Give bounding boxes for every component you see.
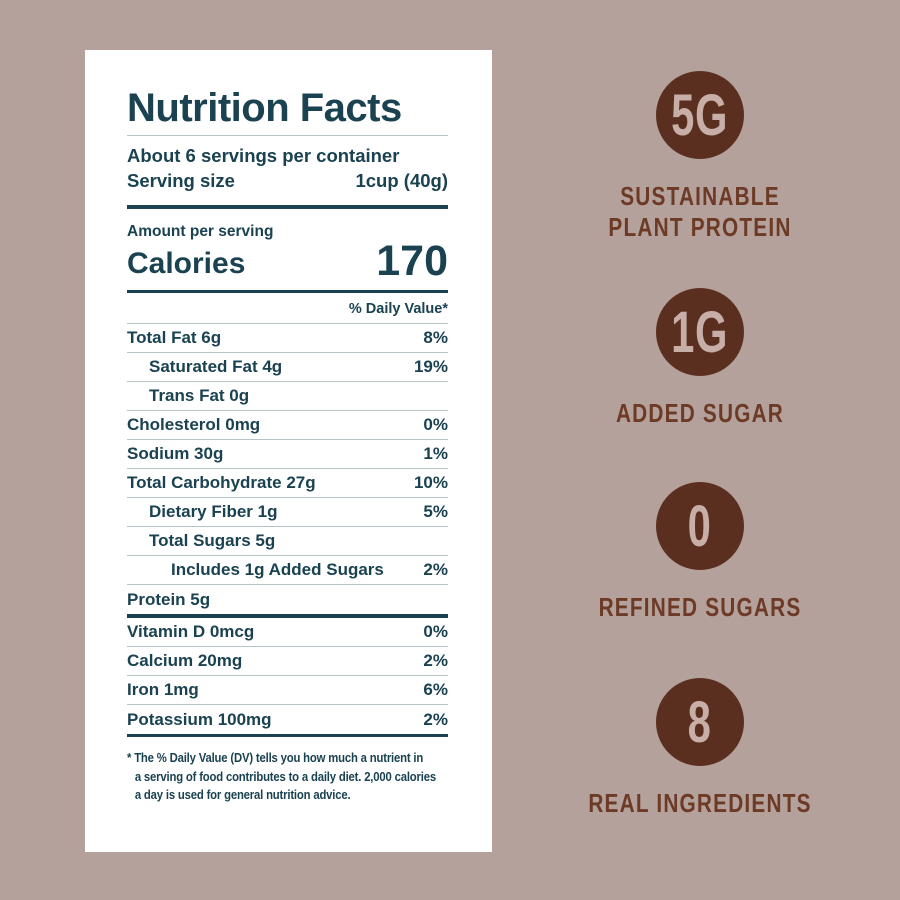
- refined-sugars-badge-circle: 0: [656, 482, 744, 570]
- callout-refined-sugars: 0 REFINED SUGARS: [540, 482, 860, 623]
- callout-label-line: REAL INGREDIENTS: [588, 788, 812, 818]
- callout-label-line: PLANT PROTEIN: [608, 212, 792, 242]
- nutrient-row: Saturated Fat 4g 19%: [127, 353, 448, 382]
- nutrient-row: Sodium 30g 1%: [127, 440, 448, 469]
- divider: [127, 135, 448, 136]
- vitamin-name: Calcium 20mg: [127, 651, 243, 670]
- badge-value: 8: [688, 689, 712, 755]
- daily-value-footnote: * The % Daily Value (DV) tells you how m…: [127, 749, 448, 805]
- thick-divider: [127, 614, 448, 618]
- vitamin-row: Iron 1mg 6%: [127, 676, 448, 705]
- nutrient-name: Dietary Fiber 1g: [149, 502, 278, 521]
- vitamin-daily-value: 0%: [423, 622, 448, 641]
- vitamin-row: Potassium 100mg 2%: [127, 705, 448, 734]
- nutrient-name: Cholesterol 0mg: [127, 415, 261, 434]
- nutrient-row: Dietary Fiber 1g 5%: [127, 498, 448, 527]
- serving-size-value: 1cup (40g): [355, 170, 448, 191]
- nutrient-rows: Total Fat 6g 8% Saturated Fat 4g 19% Tra…: [127, 324, 448, 614]
- nutrient-daily-value: 2%: [423, 560, 448, 579]
- benefit-callouts-column: 5G SUSTAINABLE PLANT PROTEIN 1G ADDED SU…: [540, 0, 860, 900]
- nutrient-name: Saturated Fat 4g: [149, 357, 283, 376]
- nutrient-row: Total Sugars 5g: [127, 527, 448, 556]
- vitamin-row: Calcium 20mg 2%: [127, 647, 448, 676]
- nutrient-daily-value: 1%: [423, 444, 448, 463]
- serving-size-label: Serving size: [127, 170, 235, 191]
- callout-label-line: REFINED SUGARS: [598, 592, 802, 622]
- thick-divider: [127, 734, 448, 737]
- callout-real-ingredients: 8 REAL INGREDIENTS: [540, 678, 860, 819]
- nutrient-name: Trans Fat 0g: [149, 386, 250, 405]
- callout-label-line: ADDED SUGAR: [615, 398, 785, 428]
- nutrition-facts-label: Nutrition Facts About 6 servings per con…: [85, 50, 492, 852]
- footnote-line: a day is used for general nutrition advi…: [134, 787, 351, 802]
- nutrient-name: Sodium 30g: [127, 444, 224, 463]
- nutrient-row: Cholesterol 0mg 0%: [127, 411, 448, 440]
- calories-row: Calories 170: [127, 237, 448, 285]
- added-sugar-badge-circle: 1G: [656, 288, 744, 376]
- nutrient-row: Protein 5g: [127, 585, 448, 614]
- amount-per-serving-label: Amount per serving: [127, 223, 274, 240]
- serving-size-row: Serving size 1cup (40g): [127, 168, 448, 193]
- callout-label: REAL INGREDIENTS: [572, 788, 828, 819]
- nutrient-name: Total Sugars 5g: [149, 531, 276, 550]
- label-title: Nutrition Facts: [127, 86, 402, 130]
- callout-added-sugar: 1G ADDED SUGAR: [540, 288, 860, 429]
- nutrient-name: Total Fat 6g: [127, 328, 222, 347]
- callout-label: SUSTAINABLE PLANT PROTEIN: [572, 181, 828, 243]
- nutrient-daily-value: 0%: [423, 415, 448, 434]
- vitamin-daily-value: 6%: [423, 680, 448, 699]
- thick-divider: [127, 205, 448, 209]
- vitamin-daily-value: 2%: [423, 651, 448, 670]
- badge-value: 1G: [671, 299, 729, 365]
- nutrient-name: Total Carbohydrate 27g: [127, 473, 316, 492]
- callout-label: REFINED SUGARS: [572, 592, 828, 623]
- vitamin-row: Vitamin D 0mcg 0%: [127, 618, 448, 647]
- nutrient-daily-value: 19%: [413, 357, 448, 376]
- footnote-line: * The % Daily Value (DV) tells you how m…: [127, 750, 424, 765]
- callout-label-line: SUSTAINABLE: [620, 181, 780, 211]
- daily-value-header: % Daily Value*: [127, 293, 448, 324]
- vitamin-name: Iron 1mg: [127, 680, 199, 699]
- badge-value: 5G: [671, 82, 729, 148]
- nutrient-daily-value: 8%: [423, 328, 448, 347]
- vitamin-name: Potassium 100mg: [127, 709, 272, 729]
- vitamin-daily-value: 2%: [423, 709, 448, 729]
- nutrient-row: Total Carbohydrate 27g 10%: [127, 469, 448, 498]
- nutrient-daily-value: 10%: [413, 473, 448, 492]
- protein-badge-circle: 5G: [656, 71, 744, 159]
- callout-plant-protein: 5G SUSTAINABLE PLANT PROTEIN: [540, 71, 860, 243]
- vitamin-name: Vitamin D 0mcg: [127, 622, 255, 641]
- thick-divider: [127, 290, 448, 293]
- calories-label: Calories: [127, 247, 246, 280]
- nutrient-name: Protein 5g: [127, 589, 211, 609]
- nutrient-name: Includes 1g Added Sugars: [171, 560, 384, 579]
- footnote-line: a serving of food contributes to a daily…: [134, 768, 436, 784]
- nutrient-row: Trans Fat 0g: [127, 382, 448, 411]
- calories-value: 170: [376, 237, 448, 285]
- badge-value: 0: [688, 493, 712, 559]
- nutrient-row: Total Fat 6g 8%: [127, 324, 448, 353]
- real-ingredients-badge-circle: 8: [656, 678, 744, 766]
- nutrient-daily-value: 5%: [423, 502, 448, 521]
- nutrient-row: Includes 1g Added Sugars 2%: [127, 556, 448, 585]
- servings-per-container: About 6 servings per container: [127, 145, 400, 166]
- vitamin-rows: Vitamin D 0mcg 0% Calcium 20mg 2% Iron 1…: [127, 618, 448, 734]
- callout-label: ADDED SUGAR: [572, 398, 828, 429]
